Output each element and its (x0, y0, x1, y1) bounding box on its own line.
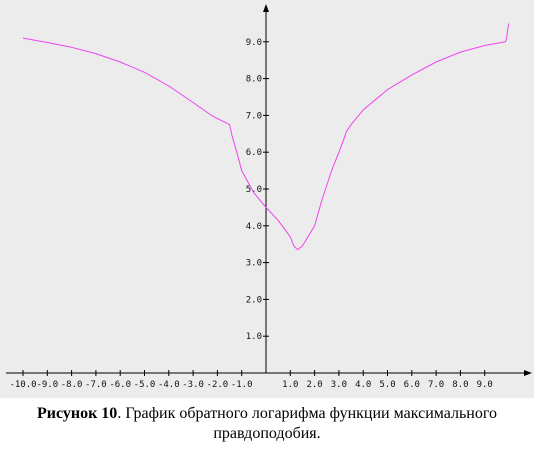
y-tick-label: 3.0 (246, 259, 262, 269)
x-tick-label: -8.0 (61, 380, 83, 390)
x-tick-label: 8.0 (452, 380, 468, 390)
y-tick-label: 4.0 (246, 222, 262, 232)
x-tick-label: -4.0 (158, 380, 180, 390)
x-tick-label: 1.0 (282, 380, 298, 390)
x-tick-label: -1.0 (231, 380, 253, 390)
figure-caption: Рисунок 10. График обратного логарифма ф… (0, 404, 534, 444)
x-tick-label: 4.0 (355, 380, 371, 390)
x-tick-label: -7.0 (85, 380, 107, 390)
y-tick-label: 2.0 (246, 295, 262, 305)
x-tick-label: 5.0 (379, 380, 395, 390)
caption-label: Рисунок 10 (36, 405, 118, 422)
caption-text-line2: правдоподобия. (213, 425, 321, 442)
caption-text: . График обратного логарифма функции мак… (117, 405, 498, 422)
x-tick-label: -9.0 (36, 380, 58, 390)
y-tick-label: 6.0 (246, 148, 262, 158)
y-tick-label: 9.0 (246, 38, 262, 48)
x-tick-label: 7.0 (428, 380, 444, 390)
x-tick-label: -5.0 (134, 380, 156, 390)
y-tick-label: 7.0 (246, 111, 262, 121)
x-tick-label: 6.0 (404, 380, 420, 390)
plot-area: -10.0 -9.0 -8.0 -7.0 -6.0 -5.0 -4.0 -3.0 -2.0 -1.… (0, 0, 534, 398)
x-tick-label: -6.0 (109, 380, 131, 390)
y-tick-label: 8.0 (246, 75, 262, 85)
y-tick-label: 5.0 (246, 185, 262, 195)
x-tick-label: 2.0 (306, 380, 322, 390)
x-tick-label: -2.0 (207, 380, 229, 390)
line-chart: -10.0 -9.0 -8.0 -7.0 -6.0 -5.0 -4.0 -3.0 -2.0 -1.… (6, 4, 532, 390)
y-axis-arrow (263, 4, 269, 12)
x-tick-label: 3.0 (331, 380, 347, 390)
x-tick-label: 9.0 (477, 380, 493, 390)
x-tick-label: -3.0 (182, 380, 204, 390)
series-line (22, 23, 510, 251)
x-axis-arrow (524, 370, 532, 376)
y-tick-label: 1.0 (246, 332, 262, 342)
x-tick-label: -10.0 (9, 380, 36, 390)
